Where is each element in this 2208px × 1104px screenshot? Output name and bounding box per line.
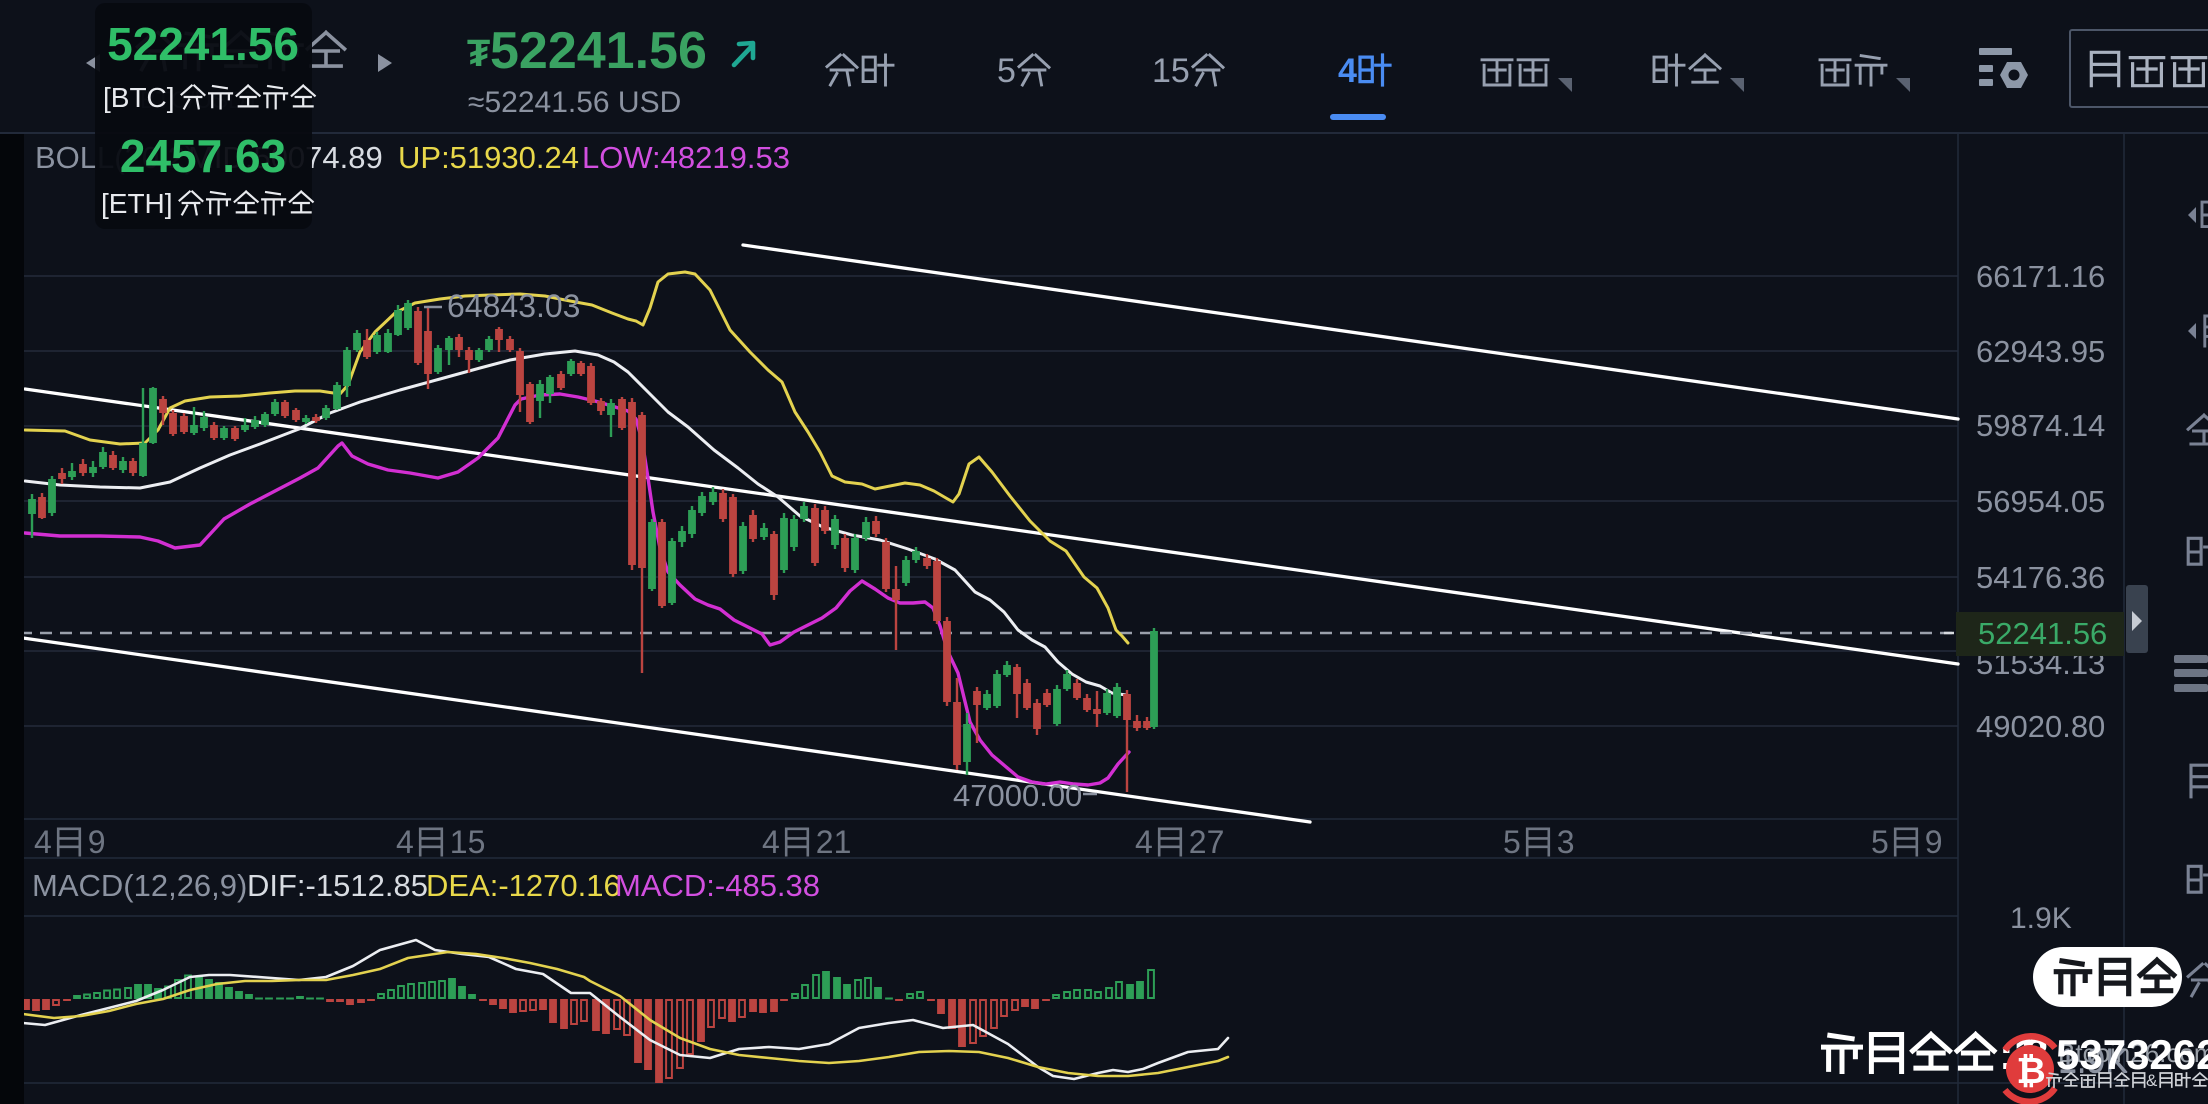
svg-text:1.9K: 1.9K [2010, 902, 2072, 935]
svg-text:9: 9 [88, 824, 106, 860]
svg-text:Btcoin26.com: Btcoin26.com [2058, 1038, 2208, 1068]
svg-text:21: 21 [816, 824, 852, 860]
svg-text:5: 5 [997, 52, 1016, 90]
svg-text:64843.03: 64843.03 [447, 288, 580, 324]
svg-text:4: 4 [762, 824, 780, 860]
svg-text:4: 4 [1338, 52, 1357, 90]
svg-text:47000.00: 47000.00 [953, 778, 1082, 813]
svg-text:&: & [2146, 1071, 2158, 1090]
svg-text:15: 15 [1152, 52, 1190, 90]
svg-text:DEA:-1270.16: DEA:-1270.16 [426, 868, 621, 903]
svg-text:MACD:-485.38: MACD:-485.38 [615, 868, 820, 903]
svg-text:15: 15 [450, 824, 486, 860]
svg-text:4: 4 [1135, 824, 1153, 860]
svg-text:₮: ₮ [467, 33, 490, 75]
svg-text:3: 3 [1557, 824, 1575, 860]
svg-text:≈52241.56 USD: ≈52241.56 USD [468, 86, 681, 119]
svg-text:52241.56: 52241.56 [490, 22, 707, 80]
svg-text:DIF:-1512.85: DIF:-1512.85 [247, 868, 428, 903]
svg-text:LOW:48219.53: LOW:48219.53 [582, 140, 790, 175]
svg-text:54176.36: 54176.36 [1976, 560, 2105, 595]
svg-text:₿: ₿ [2016, 1050, 2045, 1091]
svg-text:49020.80: 49020.80 [1976, 709, 2105, 744]
svg-text:[BTC]: [BTC] [103, 82, 175, 113]
svg-text:52241.56: 52241.56 [107, 18, 299, 70]
svg-text:27: 27 [1189, 824, 1225, 860]
svg-text:5373262: 5373262 [2056, 1031, 2208, 1078]
svg-text:2457.63: 2457.63 [120, 130, 286, 182]
svg-text:4: 4 [34, 824, 52, 860]
svg-text:5: 5 [1871, 824, 1889, 860]
svg-text:5: 5 [1503, 824, 1521, 860]
svg-text:9: 9 [1925, 824, 1943, 860]
svg-text:56954.05: 56954.05 [1976, 484, 2105, 519]
svg-text:59874.14: 59874.14 [1976, 408, 2105, 443]
svg-text:4: 4 [396, 824, 414, 860]
svg-text:[ETH]: [ETH] [101, 188, 173, 219]
svg-text:UP:51930.24: UP:51930.24 [398, 140, 579, 175]
svg-text:62943.95: 62943.95 [1976, 334, 2105, 369]
svg-text:MACD(12,26,9): MACD(12,26,9) [32, 868, 247, 903]
svg-text:66171.16: 66171.16 [1976, 259, 2105, 294]
svg-text:52241.56: 52241.56 [1978, 616, 2107, 651]
